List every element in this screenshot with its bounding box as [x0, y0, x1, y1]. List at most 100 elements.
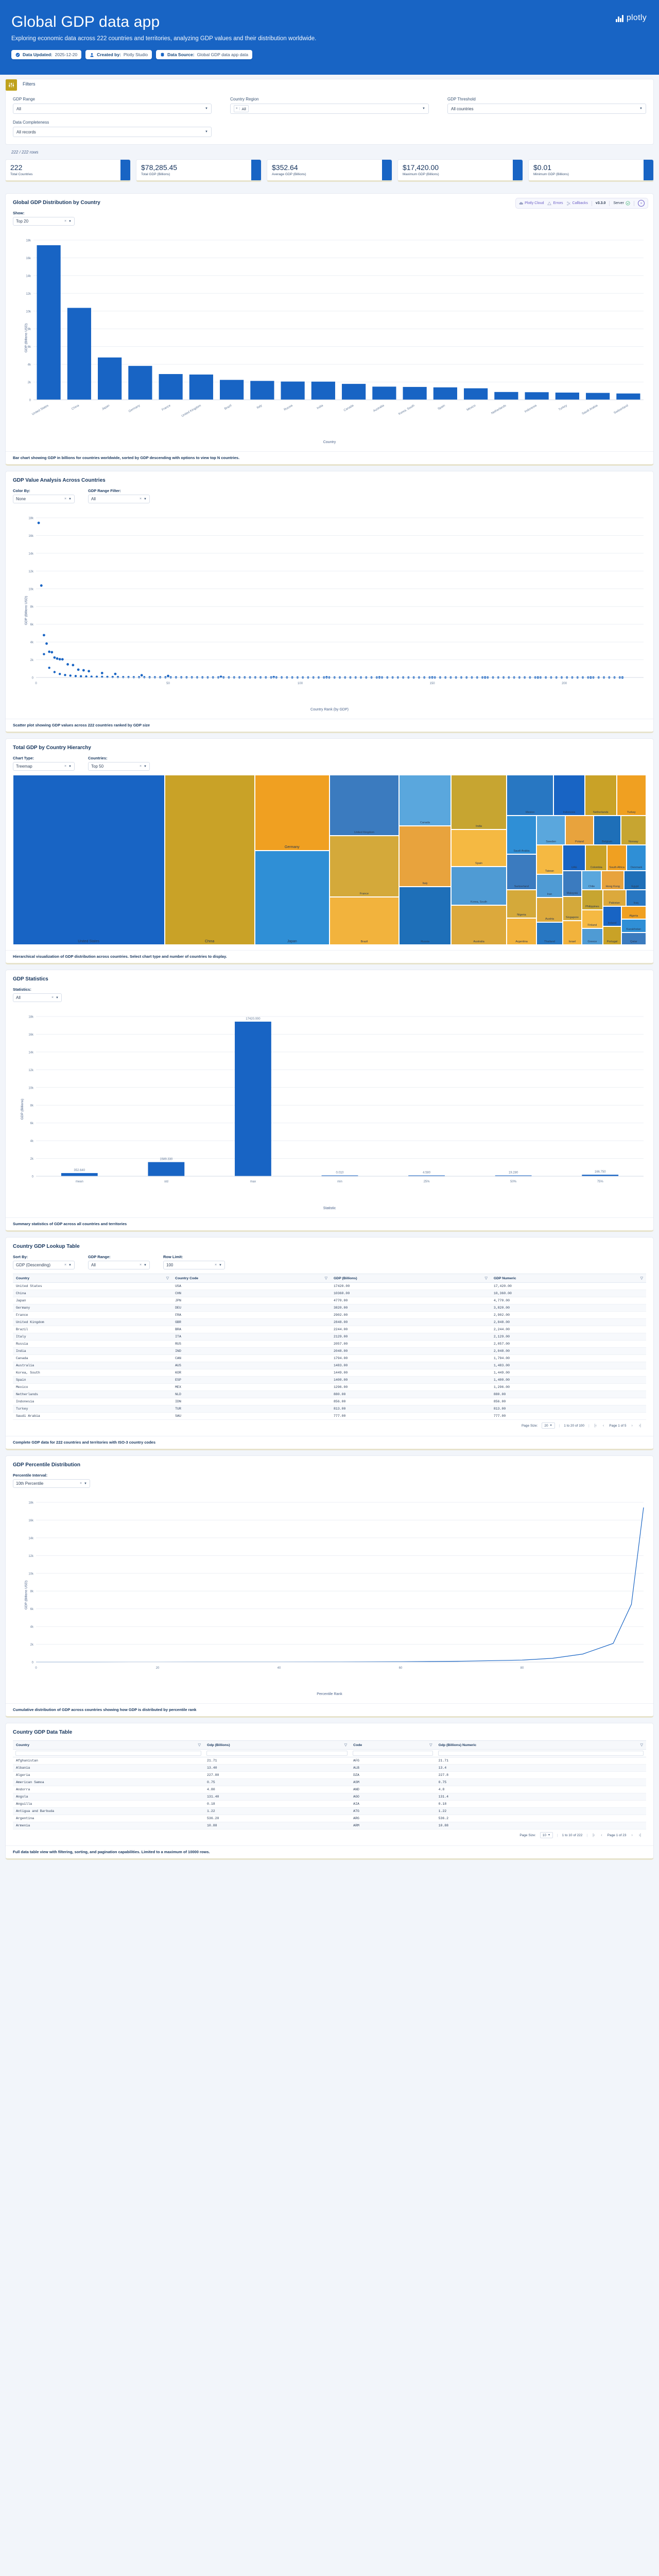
clear-icon[interactable]: × — [64, 497, 67, 501]
percentile-plot[interactable]: GDP (Billions USD) 0 2k 4k 6k 8k 10k 12k 14k 16k… — [13, 1492, 646, 1698]
table-row[interactable]: Mexico MEX 1296.00 1,296.00 — [13, 1383, 646, 1392]
column-filter-input[interactable] — [438, 1751, 644, 1756]
clear-icon[interactable]: × — [51, 996, 54, 1000]
table-row[interactable]: Australia AUS 1483.00 1,483.00 — [13, 1362, 646, 1370]
bar-chart-plot[interactable]: GDP (Billions USD) 0 2k 4k 6k 8k 10k 12k 14k 16k… — [13, 230, 646, 446]
treemap-cell[interactable]: Taiwan — [536, 844, 563, 875]
treemap-cell[interactable]: Spain — [451, 829, 507, 867]
treemap-cell[interactable]: Norway — [620, 816, 646, 845]
gdp-threshold-select[interactable]: All countries ▼ — [447, 104, 646, 114]
table-row[interactable]: Korea, South KOR 1449.00 1,449.00 — [13, 1369, 646, 1377]
clear-icon[interactable]: × — [139, 765, 142, 769]
treemap-cell[interactable]: India — [451, 775, 507, 830]
lookup-gdprange-select[interactable]: All × ▼ — [88, 1261, 150, 1270]
filter-icon[interactable]: ▽ — [429, 1743, 432, 1748]
treemap-cell[interactable]: Pakistan — [603, 890, 626, 906]
treemap-cell[interactable]: Chile — [581, 871, 602, 890]
table-row[interactable]: American Samoa 0.75 ASM 0.75 — [13, 1778, 646, 1787]
table-row[interactable]: United States USA 17420.00 17,420.00 — [13, 1282, 646, 1291]
treemap-countries-select[interactable]: Top 50 × ▼ — [88, 762, 150, 771]
treemap-cell[interactable]: Portugal — [603, 926, 621, 945]
column-filter-cell[interactable] — [435, 1749, 646, 1758]
treemap-cell[interactable]: Iran — [536, 874, 563, 898]
country-region-select[interactable]: × All ▼ — [230, 104, 429, 114]
clear-icon[interactable]: × — [214, 1263, 217, 1267]
table-row[interactable]: Angola 131.40 AGO 131.4 — [13, 1793, 646, 1801]
table-body[interactable]: Afghanistan 21.71 AFG 21.71 Albania 13.40 ALB 1… — [13, 1757, 646, 1830]
clear-icon[interactable]: × — [64, 765, 67, 769]
column-filter-cell[interactable] — [13, 1749, 204, 1758]
treemap-cell[interactable]: Ireland — [603, 906, 621, 926]
next-page-button[interactable]: › — [631, 1423, 633, 1428]
table-row[interactable]: France FRA 2902.00 2,902.00 — [13, 1311, 646, 1319]
percentile-interval-select[interactable]: 10th Percentile × ▼ — [13, 1479, 90, 1488]
table-row[interactable]: Albania 13.40 ALB 13.4 — [13, 1764, 646, 1772]
table-row[interactable]: Algeria 227.80 DZA 227.8 — [13, 1771, 646, 1780]
treemap-cell[interactable]: Philippines — [581, 890, 603, 910]
table-row[interactable]: United Kingdom GBR 2848.00 2,848.00 — [13, 1318, 646, 1327]
treemap-cell[interactable]: Denmark — [627, 844, 646, 871]
lookup-table[interactable]: Country ▽ Country Code ▽ GDP (Billions) ▽ GDP … — [13, 1274, 646, 1420]
treemap-cell[interactable]: Brazil — [329, 897, 400, 945]
column-filter-input[interactable] — [206, 1751, 348, 1756]
treemap-cell[interactable]: Switzerland — [507, 854, 536, 890]
column-filter-input[interactable] — [353, 1751, 433, 1756]
treemap-cell[interactable]: Indonesia — [553, 775, 585, 816]
table-row[interactable]: Armenia 10.88 ARM 10.88 — [13, 1822, 646, 1830]
scatter-range-select[interactable]: All × ▼ — [88, 495, 150, 504]
treemap-cell[interactable]: Colombia — [585, 844, 607, 871]
treemap-cell[interactable]: Korea, South — [451, 867, 507, 906]
treemap-cell[interactable]: Mexico — [507, 775, 554, 816]
filter-icon[interactable]: ▽ — [484, 1277, 488, 1281]
treemap-cell[interactable]: Germany — [254, 775, 330, 851]
last-page-button[interactable]: ›| — [638, 1833, 641, 1837]
table-row[interactable]: Russia RUS 2057.00 2,057.00 — [13, 1340, 646, 1348]
treemap-charttype-select[interactable]: Treemap × ▼ — [13, 762, 75, 771]
treemap-cell[interactable]: South Africa — [606, 844, 627, 871]
treemap-cell[interactable]: Malaysia — [563, 871, 582, 897]
first-page-button[interactable]: |‹ — [593, 1833, 595, 1837]
prev-page-button[interactable]: ‹ — [602, 1423, 604, 1428]
treemap-cell[interactable]: France — [329, 835, 400, 897]
table-row[interactable]: Andorra 4.80 AND 4.8 — [13, 1786, 646, 1794]
filter-icon[interactable]: ▽ — [166, 1277, 169, 1281]
treemap-plot[interactable]: United States China Germany Japan United Kin… — [13, 775, 646, 945]
plotly-dev-toolbar[interactable]: Plotly Cloud Errors Callbacks v3.3.0 Ser… — [515, 198, 648, 209]
treemap-cell[interactable]: Kazakhstan — [621, 919, 646, 933]
treemap-cell[interactable]: Iraq — [626, 890, 646, 906]
table-row[interactable]: Indonesia IDN 856.00 856.00 — [13, 1398, 646, 1406]
filter-icon[interactable]: ▽ — [344, 1743, 348, 1748]
dev-plotly-cloud[interactable]: Plotly Cloud — [519, 201, 544, 206]
table-row[interactable]: Netherlands NLD 880.00 880.00 — [13, 1391, 646, 1399]
clear-icon[interactable]: × — [64, 1263, 67, 1267]
treemap-cell[interactable]: Japan — [254, 850, 330, 945]
dev-errors[interactable]: Errors — [547, 201, 563, 206]
clear-icon[interactable]: × — [139, 497, 142, 501]
table-row[interactable]: Germany DEU 3820.00 3,820.00 — [13, 1304, 646, 1312]
table-row[interactable]: Spain ESP 1400.00 1,400.00 — [13, 1376, 646, 1384]
expand-toolbar-button[interactable]: » — [638, 200, 645, 207]
page-size-select[interactable]: 20 ▼ — [542, 1422, 555, 1429]
table-column-header[interactable]: Country ▽ — [13, 1274, 172, 1283]
treemap-cell[interactable]: Canada — [399, 775, 452, 826]
treemap-cell[interactable]: Greece — [581, 928, 603, 945]
last-page-button[interactable]: ›| — [638, 1423, 641, 1428]
treemap-cell[interactable]: Saudi Arabia — [507, 816, 536, 855]
filter-icon[interactable]: ▽ — [324, 1277, 328, 1281]
treemap-cell[interactable]: Algeria — [621, 906, 646, 919]
table-row[interactable]: Turkey TUR 813.00 813.00 — [13, 1405, 646, 1413]
lookup-rowlimit-select[interactable]: 100 × ▼ — [163, 1261, 225, 1270]
treemap-cell[interactable]: Finland — [581, 909, 603, 929]
table-row[interactable]: Anguilla 0.18 AIA 0.18 — [13, 1800, 646, 1808]
scatter-plot[interactable]: GDP (Billions USD) 0 2k 4k 6k 8k 10k 12k 14k 16k… — [13, 507, 646, 714]
column-filter-cell[interactable] — [204, 1749, 351, 1758]
treemap-cell[interactable]: Austria — [536, 897, 563, 923]
treemap-cell[interactable]: Italy — [399, 826, 452, 887]
treemap-cell[interactable]: Thailand — [536, 922, 563, 945]
treemap-cell[interactable]: Egypt — [623, 871, 646, 890]
treemap-cell[interactable]: Argentina — [507, 918, 536, 945]
page-size-select[interactable]: 10 ▼ — [540, 1832, 553, 1839]
treemap-cell[interactable]: Nigeria — [507, 889, 536, 919]
lookup-sortby-select[interactable]: GDP (Descending) × ▼ — [13, 1261, 75, 1270]
treemap-cell[interactable]: UAE — [563, 844, 586, 871]
